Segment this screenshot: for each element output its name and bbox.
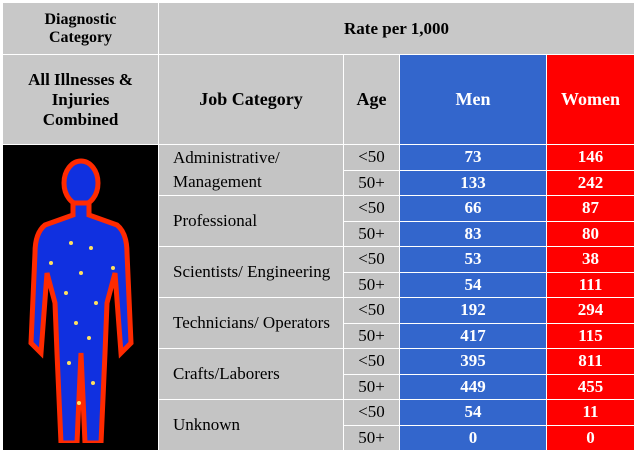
men-rate: 54 bbox=[399, 271, 547, 298]
age-group: <50 bbox=[343, 297, 400, 324]
job-category: Crafts/Laborers bbox=[158, 348, 344, 400]
men-rate: 417 bbox=[399, 322, 547, 349]
men-rate: 0 bbox=[399, 424, 547, 451]
women-rate: 294 bbox=[545, 297, 636, 324]
header-cell: Job Category bbox=[158, 54, 344, 145]
header-cell: Men bbox=[399, 54, 547, 145]
job-category: Scientists/ Engineering bbox=[158, 246, 344, 298]
header-cell: Women bbox=[545, 54, 636, 145]
men-rate: 73 bbox=[399, 144, 547, 171]
body-image-cell bbox=[2, 144, 159, 451]
women-rate: 111 bbox=[545, 271, 636, 298]
men-rate: 395 bbox=[399, 348, 547, 375]
age-group: <50 bbox=[343, 195, 400, 222]
men-rate: 192 bbox=[399, 297, 547, 324]
header-cell: All Illnesses & Injuries Combined bbox=[2, 54, 159, 145]
job-category: Technicians/ Operators bbox=[158, 297, 344, 349]
men-rate: 53 bbox=[399, 246, 547, 273]
age-group: <50 bbox=[343, 399, 400, 426]
job-category: Unknown bbox=[158, 399, 344, 451]
header-cell: Diagnostic Category bbox=[2, 2, 159, 55]
age-group: 50+ bbox=[343, 322, 400, 349]
women-rate: 0 bbox=[545, 424, 636, 451]
age-group: 50+ bbox=[343, 169, 400, 196]
men-rate: 449 bbox=[399, 373, 547, 400]
women-rate: 455 bbox=[545, 373, 636, 400]
women-rate: 242 bbox=[545, 169, 636, 196]
women-rate: 80 bbox=[545, 220, 636, 247]
job-category: Administrative/ Management bbox=[158, 144, 344, 196]
women-rate: 811 bbox=[545, 348, 636, 375]
men-rate: 83 bbox=[399, 220, 547, 247]
header-cell: Age bbox=[343, 54, 400, 145]
women-rate: 87 bbox=[545, 195, 636, 222]
men-rate: 133 bbox=[399, 169, 547, 196]
job-category: Professional bbox=[158, 195, 344, 247]
women-rate: 11 bbox=[545, 399, 636, 426]
age-group: <50 bbox=[343, 246, 400, 273]
header-cell: Rate per 1,000 bbox=[157, 2, 636, 55]
women-rate: 38 bbox=[545, 246, 636, 273]
age-group: <50 bbox=[343, 348, 400, 375]
men-rate: 54 bbox=[399, 399, 547, 426]
age-group: 50+ bbox=[343, 271, 400, 298]
age-group: 50+ bbox=[343, 220, 400, 247]
women-rate: 115 bbox=[545, 322, 636, 349]
age-group: 50+ bbox=[343, 373, 400, 400]
men-rate: 66 bbox=[399, 195, 547, 222]
age-group: 50+ bbox=[343, 424, 400, 451]
women-rate: 146 bbox=[545, 144, 636, 171]
age-group: <50 bbox=[343, 144, 400, 171]
body-image bbox=[27, 158, 134, 443]
